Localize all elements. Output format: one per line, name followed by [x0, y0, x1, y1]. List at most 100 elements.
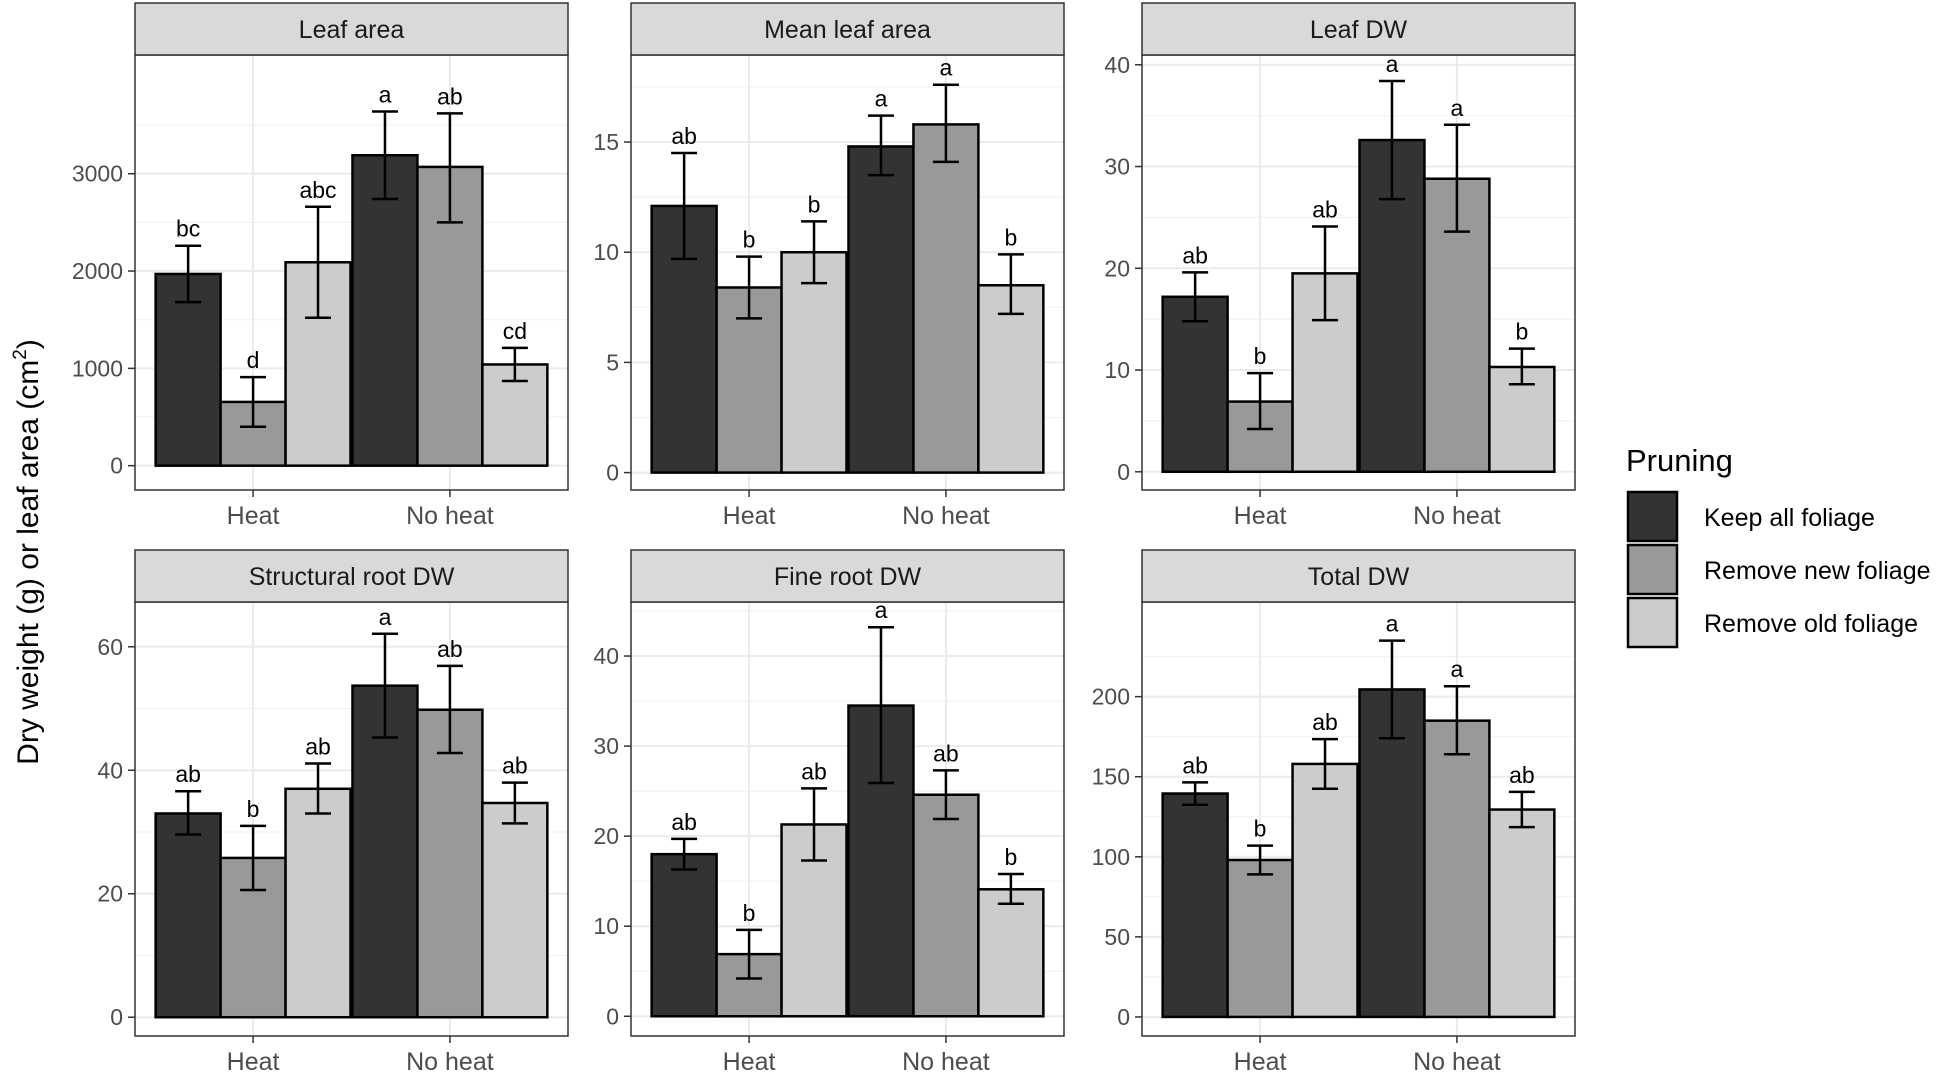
y-tick-label: 5 — [606, 349, 619, 375]
significance-letter: b — [1254, 343, 1267, 369]
bar — [977, 284, 1045, 474]
legend: Pruning Keep all foliage Remove new folia… — [1626, 443, 1931, 649]
bar — [650, 852, 718, 1018]
y-tick-label: 30 — [1104, 154, 1130, 180]
bar — [351, 684, 419, 1019]
significance-letter: ab — [502, 753, 528, 779]
y-tick-label: 10 — [593, 239, 619, 265]
panel-strip — [1141, 549, 1576, 603]
panel-title: Total DW — [1308, 563, 1410, 591]
panel-title: Mean leaf area — [764, 16, 931, 44]
significance-letter: ab — [671, 123, 697, 149]
panel-title: Structural root DW — [249, 563, 455, 591]
bar — [1423, 719, 1491, 1019]
significance-letter: ab — [305, 733, 331, 759]
panel-title: Leaf DW — [1310, 16, 1408, 44]
bar — [1161, 295, 1229, 474]
y-tick-label: 40 — [1104, 52, 1130, 78]
x-category-label: No heat — [1413, 1048, 1501, 1076]
significance-letter: b — [1515, 319, 1528, 345]
significance-letter: b — [743, 900, 756, 926]
significance-letter: a — [1451, 95, 1464, 121]
significance-letter: ab — [1509, 762, 1535, 788]
y-tick-label: 30 — [593, 733, 619, 759]
significance-letter: ab — [1312, 709, 1338, 735]
bar — [481, 801, 549, 1019]
y-axis-title-main: Dry weight (g) or leaf area (cm — [12, 360, 45, 765]
significance-letter: ab — [933, 740, 959, 766]
legend-swatch — [1626, 543, 1679, 596]
significance-letter: ab — [175, 761, 201, 787]
legend-item: Remove old foliage — [1626, 596, 1918, 649]
significance-letter: a — [875, 597, 888, 623]
significance-letter: b — [247, 796, 260, 822]
legend-label: Remove old foliage — [1704, 610, 1918, 638]
bar — [351, 153, 419, 467]
y-tick-label: 0 — [110, 453, 123, 479]
significance-letter: b — [1004, 224, 1017, 250]
y-tick-label: 0 — [1117, 459, 1130, 485]
legend-item: Keep all foliage — [1626, 490, 1875, 543]
x-category-label: No heat — [1413, 502, 1501, 530]
panel-strip — [630, 2, 1065, 56]
bar — [1358, 688, 1426, 1019]
legend-swatch — [1626, 596, 1679, 649]
bar — [1226, 858, 1294, 1019]
y-tick-label: 10 — [593, 913, 619, 939]
y-tick-label: 20 — [97, 881, 123, 907]
significance-letter: ab — [1312, 197, 1338, 223]
y-tick-label: 40 — [97, 757, 123, 783]
significance-letter: a — [379, 81, 392, 107]
bar — [780, 250, 848, 474]
y-axis-title-end: ) — [12, 339, 45, 349]
significance-letter: bc — [176, 216, 200, 242]
significance-letter: a — [1451, 656, 1464, 682]
y-tick-label: 60 — [97, 634, 123, 660]
x-category-label: Heat — [227, 502, 280, 530]
significance-letter: b — [743, 227, 756, 253]
y-tick-label: 20 — [1104, 255, 1130, 281]
y-axis-title-superscript: 2 — [10, 349, 31, 360]
x-category-label: Heat — [1234, 502, 1287, 530]
x-category-label: No heat — [406, 1048, 494, 1076]
significance-letter: b — [808, 191, 821, 217]
legend-label: Keep all foliage — [1704, 504, 1875, 532]
y-tick-label: 15 — [593, 129, 619, 155]
significance-letter: abc — [299, 177, 336, 203]
significance-letter: ab — [801, 758, 827, 784]
panel-strip — [1141, 2, 1576, 56]
bar — [912, 123, 980, 474]
y-tick-label: 200 — [1092, 684, 1130, 710]
y-axis-title: Dry weight (g) or leaf area (cm2) — [10, 339, 45, 765]
panel-strip — [134, 2, 569, 56]
significance-letter: ab — [671, 809, 697, 835]
x-category-label: Heat — [723, 502, 776, 530]
panel-title: Leaf area — [299, 16, 405, 44]
significance-letter: ab — [1182, 752, 1208, 778]
bar — [1488, 808, 1556, 1019]
y-tick-label: 1000 — [72, 355, 123, 381]
x-category-label: Heat — [1234, 1048, 1287, 1076]
panel-leaf-area: bc a d ab abc cd Leaf area 0 1000 2000 3000 Heat No … — [72, 2, 569, 530]
bar — [1161, 792, 1229, 1019]
bar — [847, 145, 915, 474]
bar — [912, 793, 980, 1018]
x-category-label: Heat — [723, 1048, 776, 1076]
y-tick-label: 0 — [606, 1003, 619, 1029]
significance-letter: a — [379, 604, 392, 630]
panel-title: Fine root DW — [774, 563, 922, 591]
x-category-label: No heat — [406, 502, 494, 530]
bar — [977, 888, 1045, 1018]
y-tick-label: 0 — [606, 460, 619, 486]
y-tick-label: 20 — [593, 823, 619, 849]
bar — [154, 272, 222, 467]
significance-letter: a — [1386, 51, 1399, 77]
x-category-label: No heat — [902, 1048, 990, 1076]
y-tick-label: 0 — [1117, 1004, 1130, 1030]
bar — [1291, 762, 1359, 1019]
significance-letter: ab — [437, 636, 463, 662]
